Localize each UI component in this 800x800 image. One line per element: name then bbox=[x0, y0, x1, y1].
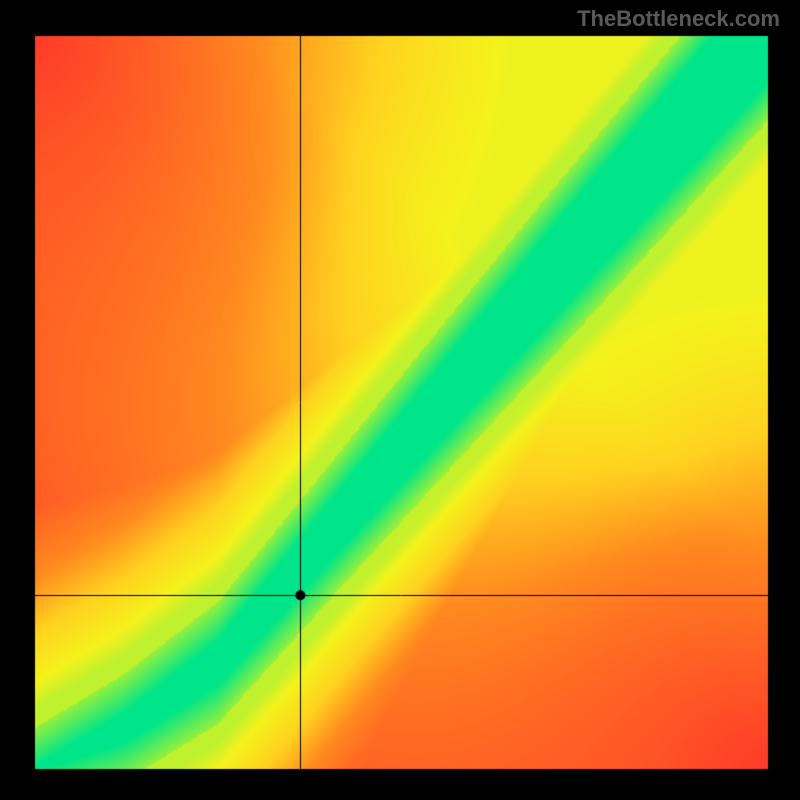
chart-container: TheBottleneck.com bbox=[0, 0, 800, 800]
watermark-text: TheBottleneck.com bbox=[577, 6, 780, 32]
bottleneck-heatmap bbox=[0, 0, 800, 800]
